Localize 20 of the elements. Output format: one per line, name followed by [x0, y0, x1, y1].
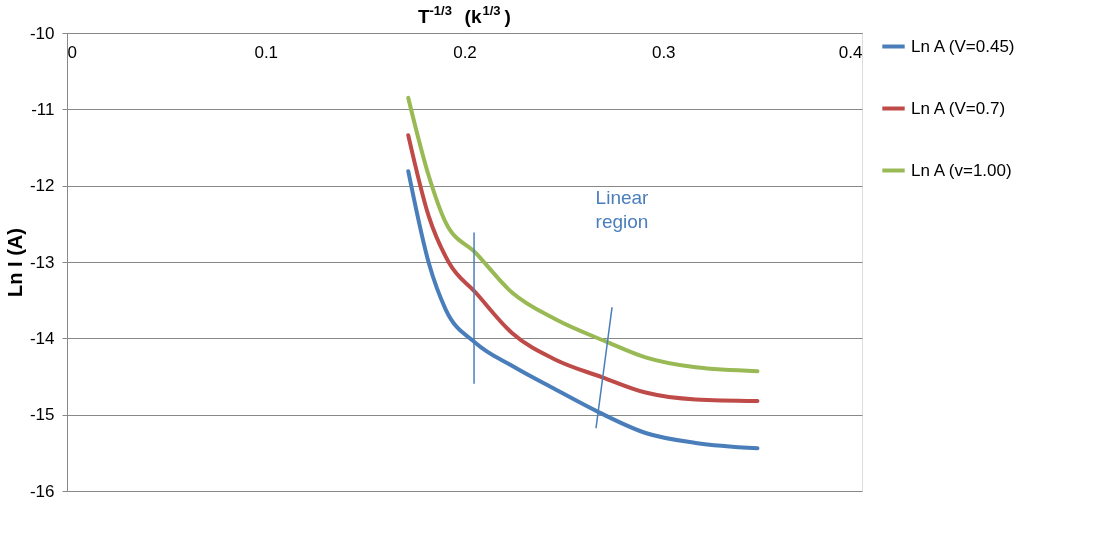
y-tick-label: -11 [31, 99, 55, 119]
line-series [406, 169, 760, 451]
y-tick-label: -12 [29, 176, 55, 196]
legend-label: Ln A (v=1.00) [911, 160, 1012, 180]
x-tick-label: 0 [67, 42, 77, 62]
y-tick-label: -16 [29, 481, 55, 501]
x-tick-label: 0.4 [838, 42, 863, 62]
y-tick-label: -14 [29, 328, 55, 348]
line-series [406, 95, 760, 374]
y-tick-label: -13 [29, 252, 55, 272]
annotation: Linear region [595, 187, 650, 232]
x-tick-label: 0.2 [453, 42, 477, 62]
y-axis-title: Ln I (A) [3, 228, 26, 297]
legend-label: Ln A (V=0.7) [911, 98, 1006, 118]
x-tick-label: 0.3 [651, 42, 676, 62]
line-series [406, 133, 760, 403]
legend-label: Ln A (V=0.45) [911, 36, 1015, 56]
x-tick-label: 0.1 [254, 42, 279, 62]
y-tick-label: -15 [29, 405, 55, 425]
y-tick-label: -10 [29, 23, 55, 43]
